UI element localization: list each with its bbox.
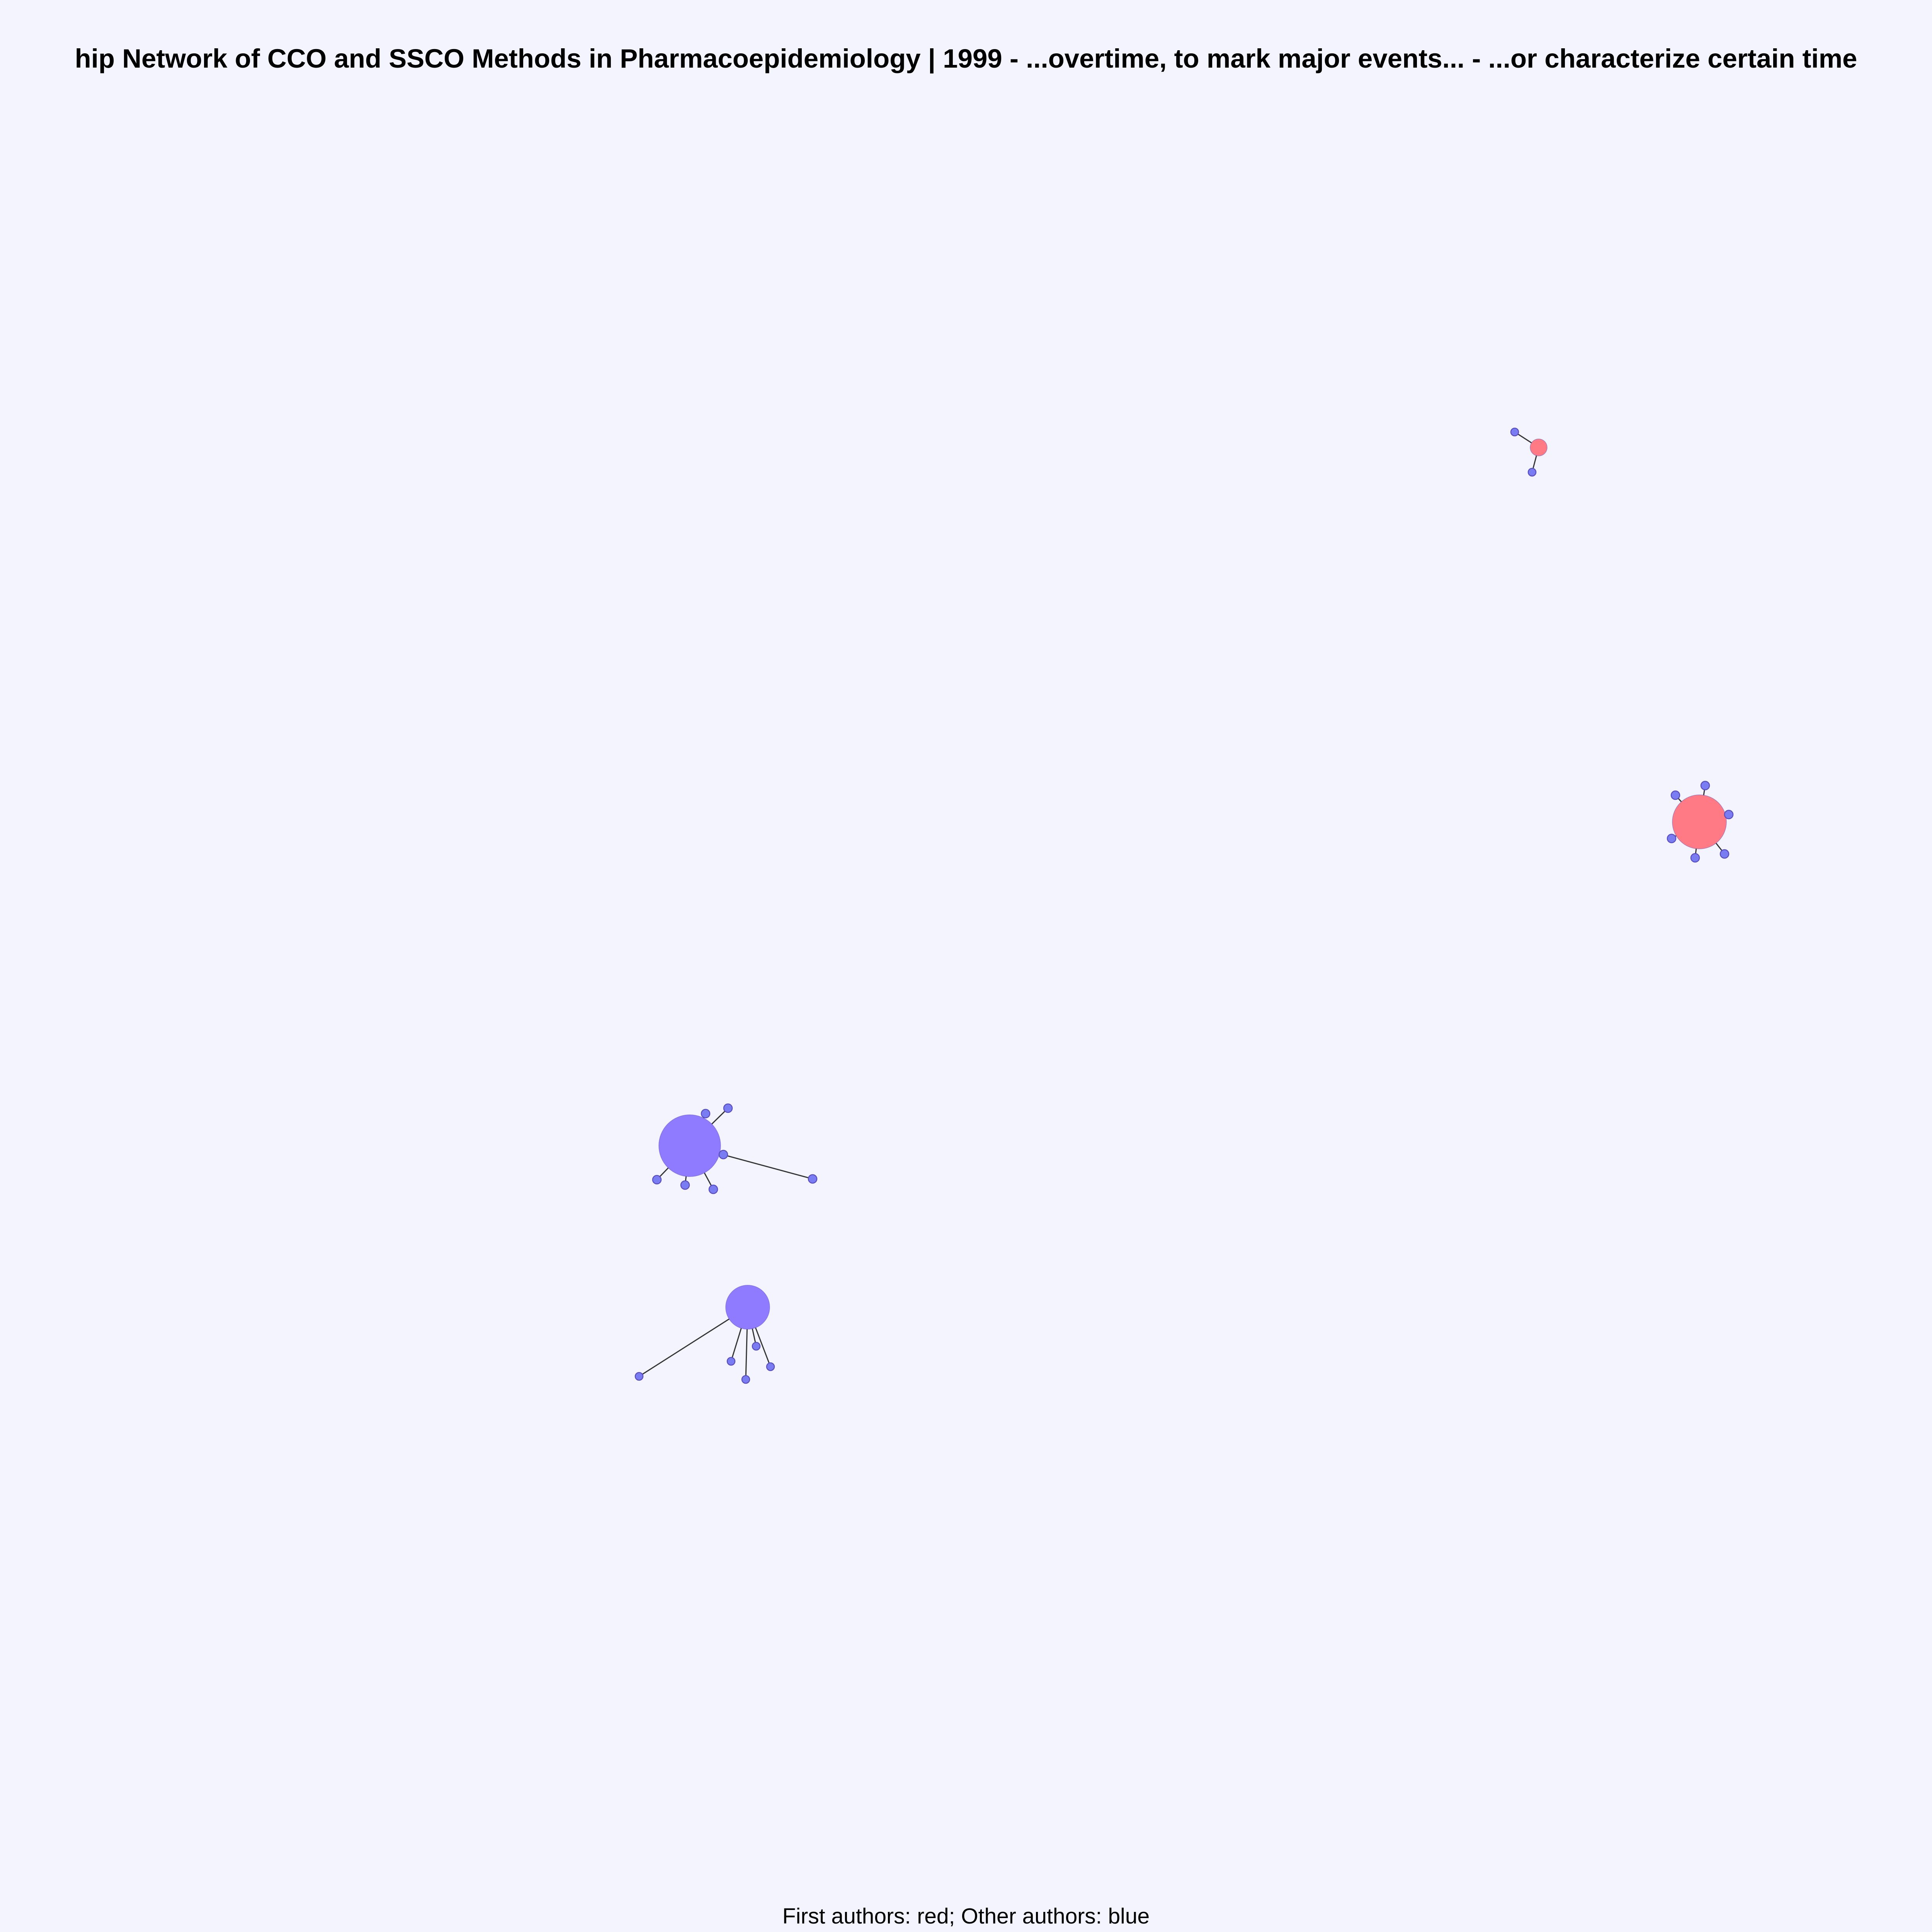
legend-caption: First authors: red; Other authors: blue (782, 1904, 1150, 1929)
other-author-node (808, 1174, 818, 1184)
other-author-hub-node (725, 1285, 770, 1330)
other-author-node (741, 1375, 750, 1384)
other-author-node (680, 1180, 690, 1190)
other-author-node (723, 1103, 733, 1113)
first-author-node (1530, 439, 1548, 456)
other-author-node (1527, 468, 1537, 477)
cluster-right (1667, 781, 1734, 863)
figure-title: hip Network of CCO and SSCO Methods in P… (75, 44, 1857, 73)
other-author-node (1667, 833, 1677, 844)
cluster-top-right (1510, 427, 1548, 477)
other-author-node (1510, 427, 1519, 437)
other-author-node (766, 1362, 775, 1371)
other-author-node (701, 1109, 711, 1119)
other-author-node (1724, 810, 1734, 820)
other-author-node (1670, 790, 1680, 800)
other-author-node (726, 1357, 736, 1366)
other-author-node (708, 1184, 718, 1194)
cluster-left-upper (652, 1103, 818, 1194)
cluster-left-lower (634, 1285, 775, 1384)
other-author-node (1690, 853, 1700, 863)
other-author-node (634, 1372, 644, 1381)
other-author-node (1719, 849, 1730, 859)
other-author-node (1700, 781, 1710, 791)
first-author-node (1672, 794, 1727, 849)
other-author-node (752, 1342, 761, 1351)
other-author-node (652, 1175, 662, 1185)
other-author-node (718, 1150, 728, 1160)
other-author-hub-node (658, 1114, 721, 1177)
